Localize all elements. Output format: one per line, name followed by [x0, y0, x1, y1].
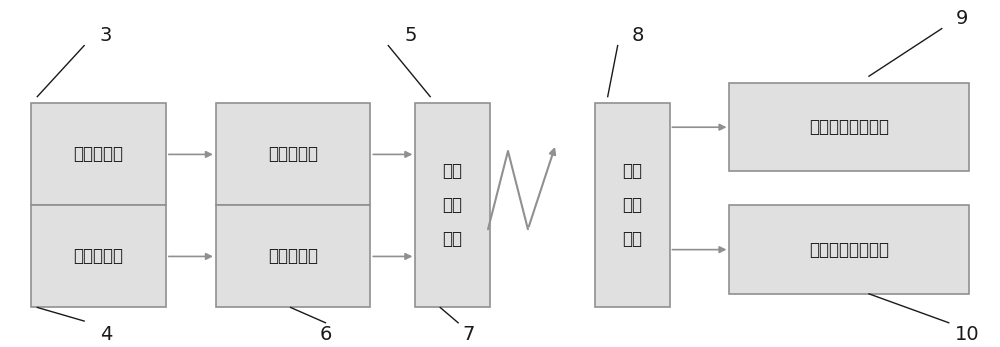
Text: 7: 7	[462, 325, 474, 344]
Text: 副加速踏板: 副加速踏板	[74, 145, 124, 163]
Text: 副制动踏板: 副制动踏板	[74, 247, 124, 265]
Text: 4: 4	[100, 325, 112, 344]
Bar	[415, 103, 490, 307]
Bar	[216, 103, 370, 205]
Text: 车载制动执行机构: 车载制动执行机构	[809, 240, 889, 259]
Text: 加速传感器: 加速传感器	[268, 145, 318, 163]
Text: 装置: 装置	[443, 162, 463, 180]
Text: 6: 6	[319, 325, 332, 344]
Text: 发送: 发送	[443, 196, 463, 214]
Text: 10: 10	[954, 325, 979, 344]
Text: 无线: 无线	[443, 230, 463, 248]
Bar	[31, 205, 166, 307]
Text: 3: 3	[100, 26, 112, 45]
Text: 无线: 无线	[622, 230, 642, 248]
Text: 8: 8	[631, 26, 644, 45]
Bar	[216, 205, 370, 307]
Text: 5: 5	[404, 26, 416, 45]
Text: 9: 9	[956, 9, 968, 28]
Text: 接收: 接收	[622, 196, 642, 214]
Bar	[729, 83, 969, 171]
Text: 装置: 装置	[622, 162, 642, 180]
Text: 制动传感器: 制动传感器	[268, 247, 318, 265]
Text: 车载加速执行机构: 车载加速执行机构	[809, 118, 889, 136]
Bar	[595, 103, 670, 307]
Bar	[729, 205, 969, 294]
Bar	[31, 103, 166, 205]
